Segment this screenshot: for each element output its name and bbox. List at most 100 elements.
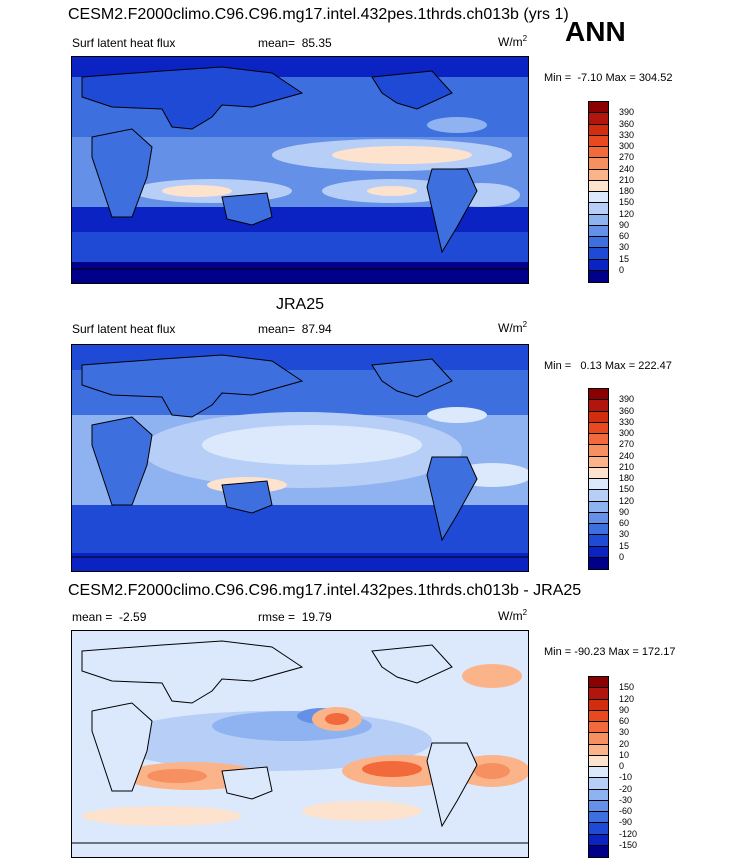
colorbar-swatch: [589, 434, 608, 446]
colorbar-tick-label: 0: [619, 551, 625, 562]
colorbar-swatch: [589, 823, 608, 835]
colorbar-tick-label: 60: [619, 231, 630, 241]
colorbar-tick-label: 90: [619, 704, 630, 715]
colorbar-swatch: [589, 225, 608, 237]
colorbar-swatch: [589, 445, 608, 457]
panel3-map: [71, 630, 529, 858]
colorbar-tick-label: 20: [619, 738, 630, 749]
colorbar-swatch: [589, 812, 608, 824]
panel2-mean: mean= 87.94: [258, 322, 332, 336]
panel1-title: CESM2.F2000climo.C96.C96.mg17.intel.432p…: [68, 6, 569, 23]
colorbar-tick-label: 180: [619, 473, 635, 483]
colorbar-tick-label: -90: [619, 817, 633, 828]
panel2-map: [71, 344, 529, 572]
colorbar-tick-label: 330: [619, 416, 635, 427]
panel2-minmax: Min = 0.13 Max = 222.47: [544, 360, 672, 372]
panel3-colorbar: [588, 676, 609, 858]
colorbar-tick-label: 60: [619, 716, 630, 726]
colorbar-swatch: [589, 834, 608, 846]
colorbar-swatch: [589, 237, 608, 249]
colorbar-swatch: [589, 800, 608, 812]
colorbar-swatch: [589, 259, 608, 271]
colorbar-swatch: [589, 180, 608, 192]
panel2-variable: Surf latent heat flux: [72, 322, 176, 336]
panel2-title: JRA25: [276, 296, 325, 313]
colorbar-tick-label: 150: [619, 682, 635, 693]
colorbar-swatch: [589, 535, 608, 547]
panel3-title: CESM2.F2000climo.C96.C96.mg17.intel.432p…: [68, 582, 582, 599]
season-label: ANN: [565, 16, 626, 47]
colorbar-tick-label: 60: [619, 518, 630, 528]
colorbar-swatch: [589, 778, 608, 790]
colorbar-swatch: [589, 789, 608, 801]
colorbar-tick-label: 150: [619, 484, 635, 495]
colorbar-tick-label: 240: [619, 163, 635, 174]
panel1-units: W/m2: [498, 34, 528, 49]
colorbar-tick-label: 120: [619, 693, 635, 704]
colorbar-swatch: [589, 214, 608, 226]
colorbar-tick-label: 270: [619, 152, 635, 163]
colorbar-swatch: [589, 524, 608, 536]
colorbar-tick-label: 300: [619, 141, 635, 151]
colorbar-tick-label: 90: [619, 219, 630, 230]
colorbar-tick-label: 150: [619, 197, 635, 208]
colorbar-tick-label: 240: [619, 450, 635, 461]
colorbar-swatch: [589, 710, 608, 722]
colorbar-swatch: [589, 400, 608, 412]
colorbar-tick-label: 15: [619, 540, 630, 551]
colorbar-swatch: [589, 169, 608, 181]
panel1-map: [71, 56, 529, 284]
colorbar-tick-label: 180: [619, 186, 635, 196]
colorbar-swatch: [589, 744, 608, 756]
colorbar-tick-label: -20: [619, 783, 633, 794]
colorbar-tick-label: 210: [619, 461, 635, 472]
panel1-map-svg: [72, 57, 528, 283]
colorbar-tick-label: 30: [619, 727, 630, 738]
colorbar-tick-label: -150: [619, 839, 638, 850]
colorbar-tick-label: -120: [619, 828, 638, 839]
colorbar-swatch: [589, 557, 608, 569]
colorbar-swatch: [589, 422, 608, 434]
colorbar-swatch: [589, 479, 608, 491]
colorbar-swatch: [589, 389, 608, 401]
colorbar-tick-label: 330: [619, 129, 635, 140]
panel1-minmax: Min = -7.10 Max = 304.52: [544, 72, 673, 84]
colorbar-tick-label: 360: [619, 405, 635, 416]
colorbar-tick-label: -30: [619, 794, 633, 805]
panel3-rmse: rmse = 19.79: [258, 610, 332, 624]
colorbar-tick-label: -10: [619, 772, 633, 783]
colorbar-swatch: [589, 135, 608, 147]
colorbar-swatch: [589, 124, 608, 136]
panel3-minmax: Min = -90.23 Max = 172.17: [544, 646, 676, 658]
colorbar-tick-label: 15: [619, 253, 630, 264]
colorbar-tick-label: 210: [619, 174, 635, 185]
colorbar-swatch: [589, 699, 608, 711]
colorbar-tick-label: 120: [619, 208, 635, 219]
colorbar-tick-label: 0: [619, 761, 625, 771]
colorbar-tick-label: 30: [619, 242, 630, 253]
colorbar-swatch: [589, 102, 608, 114]
colorbar-tick-label: 90: [619, 506, 630, 517]
panel1-mean: mean= 85.35: [258, 36, 332, 50]
colorbar-tick-label: 270: [619, 439, 635, 450]
panel2-units: W/m2: [498, 320, 528, 335]
colorbar-tick-label: 390: [619, 394, 635, 405]
colorbar-swatch: [589, 512, 608, 524]
colorbar-tick-label: 0: [619, 264, 625, 275]
panel2-map-svg: [72, 345, 528, 571]
colorbar-swatch: [589, 192, 608, 204]
colorbar-tick-label: 360: [619, 118, 635, 129]
colorbar-swatch: [589, 677, 608, 689]
colorbar-swatch: [589, 767, 608, 779]
colorbar-swatch: [589, 248, 608, 260]
colorbar-swatch: [589, 270, 608, 282]
panel1-variable: Surf latent heat flux: [72, 36, 176, 50]
colorbar-swatch: [589, 203, 608, 215]
colorbar-swatch: [589, 688, 608, 700]
panel3-map-svg: [72, 631, 528, 857]
colorbar-swatch: [589, 113, 608, 125]
colorbar-tick-label: 120: [619, 495, 635, 506]
colorbar-tick-label: 300: [619, 428, 635, 438]
panel3-units: W/m2: [498, 608, 528, 623]
colorbar-swatch: [589, 158, 608, 170]
